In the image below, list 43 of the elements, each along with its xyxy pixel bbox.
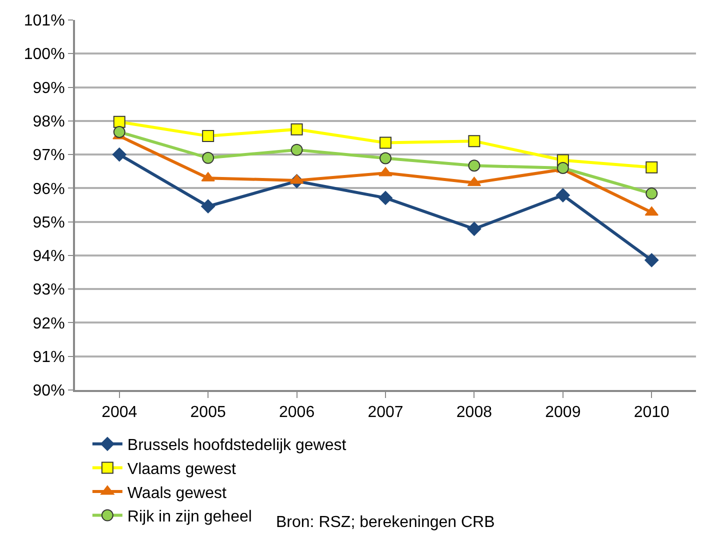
x-tick-label: 2009 — [545, 404, 581, 422]
point — [556, 188, 570, 202]
point — [202, 152, 214, 164]
point — [646, 161, 658, 174]
point — [113, 126, 126, 138]
y-tick-label: 97% — [32, 147, 65, 164]
y-tick-label: 96% — [32, 180, 65, 198]
point — [468, 135, 480, 148]
y-tick-label: 98% — [32, 114, 65, 131]
point — [644, 253, 659, 268]
y-tick-label: 101% — [24, 12, 65, 30]
y-tick-label: 91% — [32, 348, 65, 366]
legend-label: Rijk in zijn geheel — [127, 508, 252, 526]
y-tick-label: 90% — [32, 382, 65, 400]
point — [380, 136, 392, 149]
x-tick-label: 2005 — [190, 404, 226, 422]
y-tick-label: 94% — [32, 248, 65, 266]
x-tick-label: 2007 — [368, 404, 404, 422]
point — [646, 188, 658, 200]
x-tick-label: 2006 — [278, 404, 315, 422]
legend-label: Vlaams gewest — [127, 460, 236, 478]
x-tick-label: 2004 — [102, 404, 138, 422]
point — [201, 199, 216, 214]
legend-label: Waals gewest — [127, 484, 227, 502]
point — [468, 160, 480, 172]
point — [378, 190, 392, 205]
y-tick-label: 99% — [32, 80, 65, 97]
legend-label: Brussels hoofdstedelijk gewest — [127, 437, 347, 454]
text: Bron: RSZ; berekeningen CRB — [276, 514, 495, 531]
x-tick-label: 2010 — [634, 404, 670, 422]
point — [202, 130, 214, 142]
point — [113, 116, 126, 128]
point — [290, 144, 303, 156]
point — [290, 123, 303, 136]
point — [112, 148, 126, 162]
y-tick-label: 92% — [32, 315, 65, 332]
point — [380, 152, 392, 164]
point — [467, 222, 482, 236]
y-tick-label: 93% — [32, 282, 65, 299]
x-tick-label: 2008 — [456, 404, 492, 422]
y-tick-label: 100% — [24, 46, 65, 64]
y-tick-label: 95% — [32, 214, 65, 232]
point — [644, 206, 658, 216]
